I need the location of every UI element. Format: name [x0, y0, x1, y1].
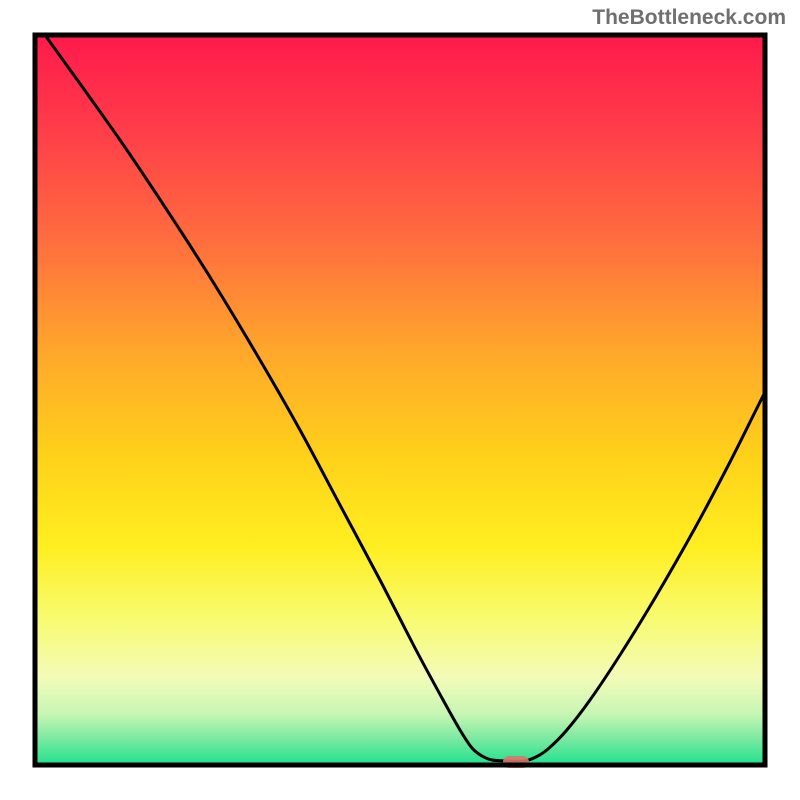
watermark-text: TheBottleneck.com: [592, 6, 786, 30]
plot-background: [35, 35, 765, 765]
chart-svg: [0, 0, 800, 800]
bottleneck-chart: TheBottleneck.com: [0, 0, 800, 800]
